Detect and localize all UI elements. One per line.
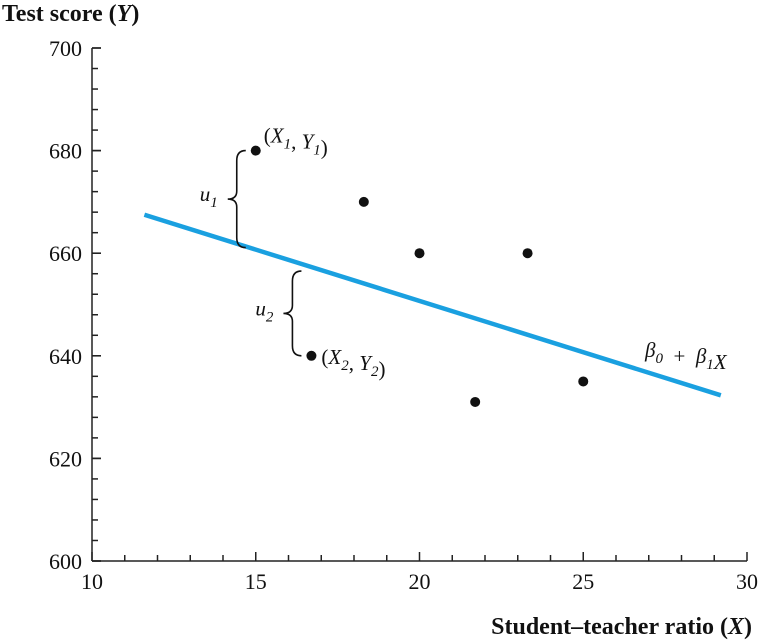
residual-2-label: u2	[255, 296, 273, 325]
y-tick-label: 700	[49, 36, 82, 61]
x-tick-label: 20	[409, 569, 431, 594]
x-tick-label: 15	[245, 569, 267, 594]
data-point-4	[522, 248, 533, 259]
data-point-2	[358, 196, 369, 207]
y-axis-title: Test score (Y)	[2, 1, 139, 27]
y-tick-label: 680	[49, 139, 82, 164]
regression-line-layer	[143, 212, 722, 398]
axes: 600 620 640 660 680 700 10 15 20 25 30	[49, 36, 758, 594]
y-tick-label: 620	[49, 446, 82, 471]
data-point-5	[306, 350, 317, 361]
regression-line	[143, 212, 722, 398]
point-2-label: (X2, Y2)	[321, 345, 385, 381]
residual-1-brace	[227, 149, 246, 249]
y-tick-label: 660	[49, 241, 82, 266]
x-tick-label: 30	[736, 569, 758, 594]
x-tick-label: 25	[572, 569, 594, 594]
y-tick-label: 600	[49, 549, 82, 574]
data-point-1	[250, 145, 261, 156]
point-1-label: (X1, Y1)	[264, 124, 328, 160]
data-point-6	[470, 396, 481, 407]
residual-1-label: u1	[200, 182, 218, 211]
data-point-7	[578, 376, 589, 387]
x-axis-title: Student–teacher ratio (X)	[491, 614, 752, 640]
data-points-layer	[250, 145, 589, 407]
x-tick-label: 10	[81, 569, 103, 594]
regression-line-label: β0 + β1X	[644, 338, 728, 374]
residual-2-brace	[283, 270, 302, 357]
data-point-3	[414, 248, 425, 259]
annotation-layer: (X1, Y1) (X2, Y2) β0 + β1X u1 u2	[200, 124, 728, 381]
y-tick-label: 640	[49, 344, 82, 369]
